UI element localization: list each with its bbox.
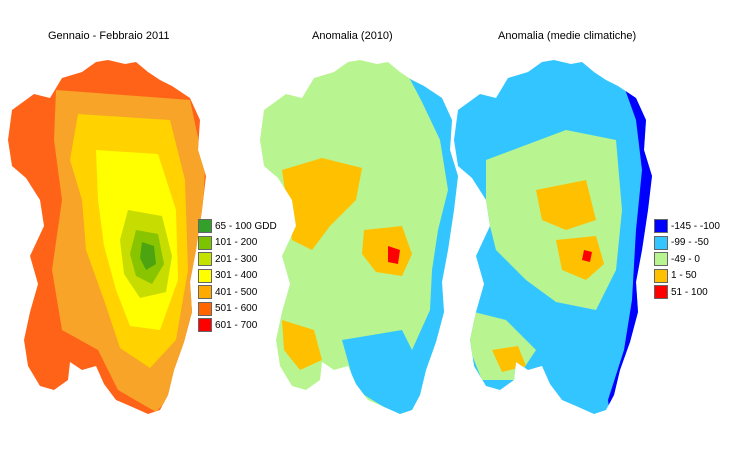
legend-label: 201 - 300 xyxy=(215,253,258,265)
legend-item: 601 - 700 xyxy=(198,317,277,334)
legend-swatch xyxy=(198,268,212,283)
legend-item: 101 - 200 xyxy=(198,235,277,252)
legend-swatch xyxy=(654,235,668,250)
panel-2-title: Anomalia (2010) xyxy=(312,30,393,42)
legend-swatch xyxy=(198,235,212,250)
legend-label: -49 - 0 xyxy=(671,253,700,265)
legend-item: 51 - 100 xyxy=(654,284,720,301)
legend-item: -145 - -100 xyxy=(654,218,720,235)
map-layer-6 xyxy=(140,242,156,270)
map-layer-1c xyxy=(282,320,322,370)
panel-1-title: Gennaio - Febbraio 2011 xyxy=(48,30,170,42)
legend-label: -145 - -100 xyxy=(671,220,720,232)
map-anomaly-2010 xyxy=(260,60,458,414)
map-layer-3b xyxy=(556,236,604,280)
panel-3-title: Anomalia (medie climatiche) xyxy=(498,30,637,42)
map-layer-3 xyxy=(536,180,596,230)
legend-item: 401 - 500 xyxy=(198,284,277,301)
legend-swatch xyxy=(198,301,212,316)
legend-item: -49 - 0 xyxy=(654,251,720,268)
legend-swatch xyxy=(198,318,212,333)
legend-swatch xyxy=(654,252,668,267)
map-gdd-2011 xyxy=(8,60,206,414)
legend-label: 51 - 100 xyxy=(671,286,708,298)
legend-item: -99 - -50 xyxy=(654,235,720,252)
legend-label: 501 - 600 xyxy=(215,303,258,315)
legend-swatch xyxy=(198,219,212,234)
map-anomaly-climate-normals xyxy=(454,60,652,414)
legend-swatch xyxy=(654,285,668,300)
legend-swatch xyxy=(654,268,668,283)
map-layer-4 xyxy=(582,250,592,262)
legend-label: -99 - -50 xyxy=(671,237,709,249)
legend-item: 301 - 400 xyxy=(198,268,277,285)
legend-item: 501 - 600 xyxy=(198,301,277,318)
legend-swatch xyxy=(198,252,212,267)
legend-gdd: 65 - 100 GDD 101 - 200 201 - 300 301 - 4… xyxy=(198,218,277,334)
legend-item: 65 - 100 GDD xyxy=(198,218,277,235)
legend-label: 601 - 700 xyxy=(215,319,258,331)
legend-label: 65 - 100 GDD xyxy=(215,220,277,232)
legend-label: 401 - 500 xyxy=(215,286,258,298)
map-layer-2b xyxy=(342,330,422,412)
legend-item: 1 - 50 xyxy=(654,268,720,285)
legend-label: 101 - 200 xyxy=(215,237,258,249)
map-layer-1b xyxy=(362,226,412,276)
legend-swatch xyxy=(198,285,212,300)
legend-anomaly: -145 - -100 -99 - -50 -49 - 0 1 - 50 51 … xyxy=(654,218,720,301)
map-layer-3 xyxy=(388,246,400,264)
legend-label: 1 - 50 xyxy=(671,270,697,282)
legend-item: 201 - 300 xyxy=(198,251,277,268)
map-layer-1 xyxy=(282,158,362,250)
legend-label: 301 - 400 xyxy=(215,270,258,282)
legend-swatch xyxy=(654,219,668,234)
